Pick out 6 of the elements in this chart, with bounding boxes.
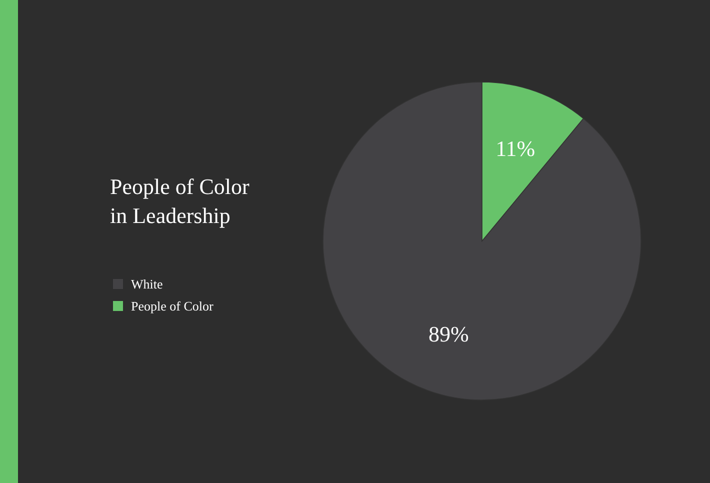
text: People of Color in Leadership	[110, 174, 250, 228]
pie-slice	[322, 82, 642, 400]
data-label: 11%	[496, 136, 536, 161]
data-label: 89%	[428, 321, 469, 346]
legend-label: People of Color	[131, 298, 214, 314]
legend-label: White	[131, 276, 163, 292]
